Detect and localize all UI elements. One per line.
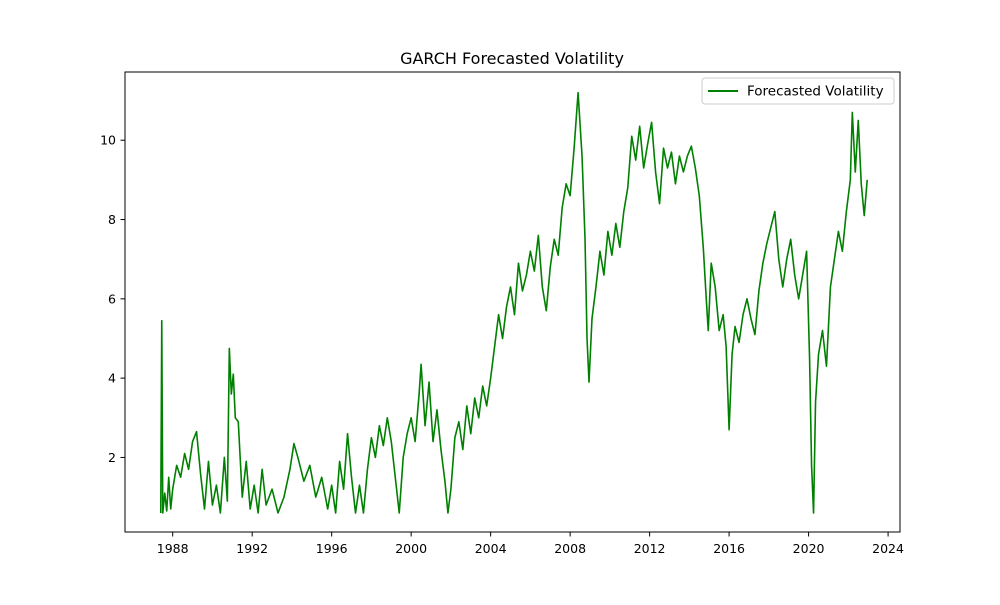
y-axis: 2 4 6 8 10 xyxy=(100,133,125,465)
x-tick-label: 2004 xyxy=(475,541,507,556)
plot-area xyxy=(159,91,869,514)
x-tick-label: 2000 xyxy=(395,541,427,556)
y-tick-label: 6 xyxy=(108,291,116,306)
axes-frame xyxy=(124,71,901,533)
series-line-0 xyxy=(159,91,869,514)
y-tick-label: 10 xyxy=(100,133,116,148)
x-tick-label: 2020 xyxy=(793,541,825,556)
x-axis: 1988 1992 1996 2000 2004 2008 2012 2016 2020 2024 xyxy=(157,532,904,556)
x-tick-label: 2024 xyxy=(872,541,904,556)
y-tick-label: 2 xyxy=(108,450,116,465)
x-tick-label: 2016 xyxy=(713,541,745,556)
legend: Forecasted Volatility xyxy=(701,77,895,105)
legend-box xyxy=(701,77,895,105)
x-tick-label: 1992 xyxy=(236,541,268,556)
y-tick-label: 8 xyxy=(108,212,116,227)
x-tick-label: 2008 xyxy=(554,541,586,556)
chart-title: GARCH Forecasted Volatility xyxy=(400,49,624,68)
x-tick-label: 2012 xyxy=(634,541,666,556)
x-tick-label: 1996 xyxy=(316,541,348,556)
x-tick-label: 1988 xyxy=(157,541,189,556)
y-tick-label: 4 xyxy=(108,371,116,386)
legend-label: Forecasted Volatility xyxy=(747,84,884,100)
